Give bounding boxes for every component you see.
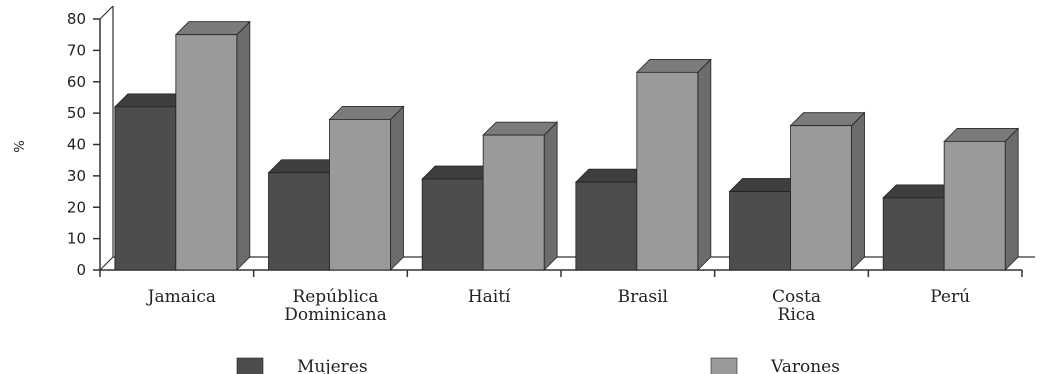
x-category-label: Haití (468, 287, 511, 307)
bar-side (390, 105, 404, 271)
x-category-label: Perú (930, 287, 970, 307)
y-tick-label: 10 (67, 230, 86, 248)
bar-top (943, 127, 1020, 142)
bar-mujeres-2 (421, 178, 484, 271)
bar-side (851, 111, 865, 271)
y-tick-label: 40 (67, 136, 86, 154)
x-category-label: Costa (772, 287, 821, 307)
bar-top (328, 106, 405, 120)
x-category-label: Brasil (618, 287, 668, 307)
x-category-label: Jamaica (146, 287, 216, 307)
bar-mujeres-3 (575, 181, 638, 271)
bar-mujeres-5 (882, 197, 945, 271)
bar-top (789, 112, 866, 127)
bar-top (482, 121, 559, 136)
bar-varones-5 (943, 140, 1006, 271)
bar-mujeres-1 (268, 172, 330, 271)
y-tick-label: 0 (76, 261, 86, 279)
y-tick-label: 20 (67, 198, 86, 216)
bar-varones-3 (636, 71, 699, 271)
bar-varones-1 (329, 119, 391, 271)
legend-label-varones: Varones (770, 357, 840, 374)
bar-side (236, 20, 251, 271)
x-category-label: Dominicana (284, 305, 387, 325)
y-axis-label: % (13, 140, 28, 152)
floor-corner-edge (99, 256, 114, 271)
bar-side (1004, 127, 1019, 271)
legend-swatch-mujeres (236, 357, 264, 374)
bar-side (543, 121, 558, 271)
top-wall-edge (99, 5, 114, 20)
bar-varones-0 (175, 34, 238, 271)
bar-side (697, 58, 712, 271)
bar-varones-4 (790, 125, 852, 271)
bar-top (174, 21, 251, 36)
legend-label-mujeres: Mujeres (297, 357, 368, 374)
y-tick-label: 70 (67, 41, 86, 59)
y-tick-label: 80 (67, 10, 86, 28)
y-tick-label: 50 (67, 104, 86, 122)
y-tick-label: 30 (67, 167, 86, 185)
x-category-label: República (292, 287, 378, 307)
bar-top (635, 58, 712, 73)
legend-swatch-varones (710, 357, 738, 374)
bar-mujeres-4 (729, 191, 791, 271)
y-tick-label: 60 (67, 73, 86, 91)
bar-varones-2 (482, 134, 545, 271)
x-category-label: Rica (778, 305, 816, 325)
bar-mujeres-0 (114, 106, 177, 271)
